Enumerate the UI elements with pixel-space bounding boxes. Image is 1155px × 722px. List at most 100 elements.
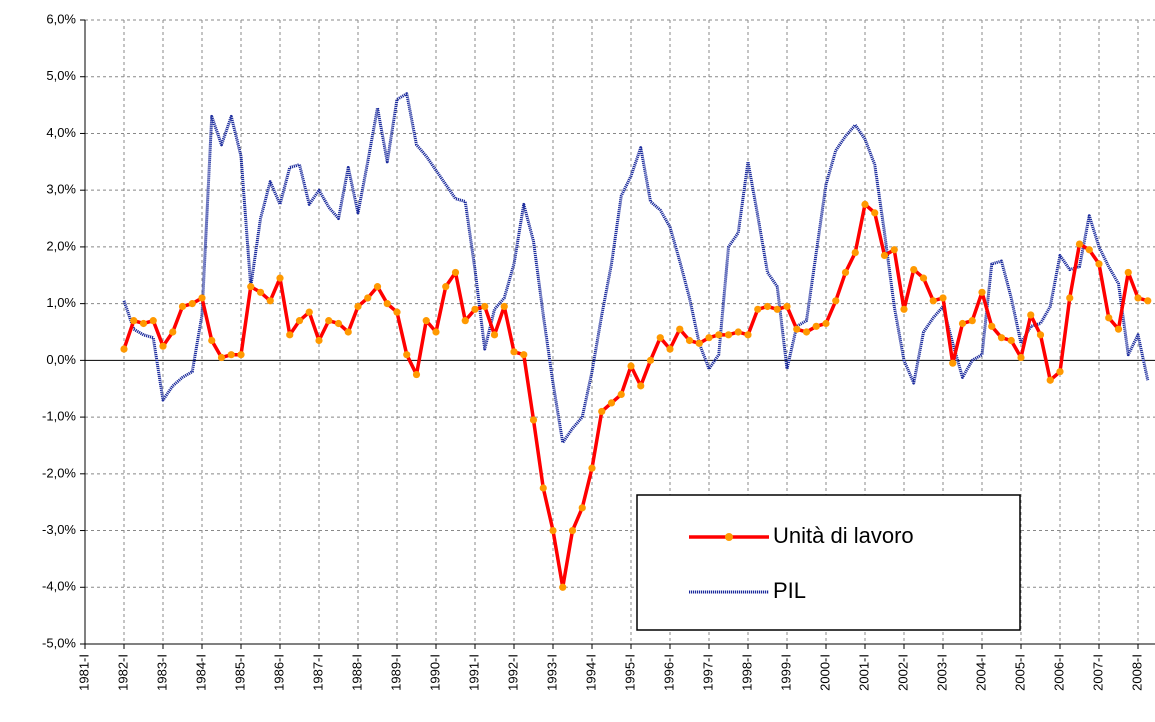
data-point — [412, 370, 421, 379]
data-point — [159, 342, 167, 350]
data-point — [1007, 336, 1015, 345]
data-point — [861, 200, 869, 208]
data-point — [734, 328, 742, 336]
y-tick-label: 6,0% — [46, 11, 76, 26]
data-point — [812, 322, 820, 330]
x-tick-label: 1995-I — [622, 654, 637, 691]
data-point — [315, 336, 323, 345]
data-point — [247, 283, 255, 291]
data-point — [715, 331, 723, 339]
data-point — [1046, 376, 1054, 384]
data-point — [763, 302, 772, 311]
data-point — [1134, 294, 1142, 302]
x-tick-label: 1990-I — [427, 654, 442, 691]
data-point — [968, 317, 976, 325]
data-point — [1105, 314, 1113, 322]
data-point — [490, 331, 499, 339]
y-tick-label: -1,0% — [42, 409, 76, 424]
data-point — [588, 464, 596, 472]
data-point — [334, 319, 343, 328]
x-tick-label: 1996-I — [661, 654, 676, 691]
data-point — [364, 294, 372, 302]
data-point — [656, 334, 664, 342]
x-tick-label: 1994-I — [583, 654, 598, 691]
data-point — [169, 328, 177, 336]
x-tick-label: 1982-I — [115, 654, 130, 691]
x-tick-label: 2001-I — [856, 654, 871, 691]
data-point — [958, 319, 967, 328]
data-point — [1036, 331, 1045, 339]
data-point — [890, 246, 898, 254]
data-point — [568, 526, 577, 535]
y-tick-label: -5,0% — [42, 635, 76, 650]
x-tick-label: 2003-I — [934, 654, 949, 691]
data-point — [988, 322, 996, 330]
data-point — [305, 308, 313, 316]
y-tick-label: 2,0% — [46, 238, 76, 253]
data-point — [919, 274, 928, 282]
data-point — [393, 308, 401, 316]
x-tick-label: 1989-I — [388, 654, 403, 691]
data-point — [1095, 260, 1103, 268]
data-point — [354, 302, 362, 311]
x-tick-label: 1988-I — [349, 654, 364, 691]
data-point — [442, 283, 450, 291]
data-point — [295, 317, 304, 325]
data-point — [276, 274, 284, 282]
data-point — [773, 305, 781, 313]
data-point — [1066, 294, 1074, 302]
data-point — [227, 351, 235, 359]
data-point — [529, 416, 538, 424]
x-tick-label: 1984-I — [193, 654, 208, 691]
data-point — [500, 302, 508, 311]
data-point — [217, 353, 226, 362]
data-point — [832, 297, 840, 305]
x-tick-label: 2005-I — [1012, 654, 1027, 691]
x-tick-label: 2002-I — [895, 654, 910, 691]
y-tick-label: 1,0% — [46, 295, 76, 310]
data-point — [520, 351, 528, 359]
x-tick-label: 1987-I — [310, 654, 325, 691]
data-point — [481, 302, 489, 311]
data-point — [578, 504, 586, 512]
data-point — [744, 331, 752, 339]
data-point — [997, 334, 1006, 342]
data-point — [871, 209, 879, 217]
data-point — [120, 345, 128, 353]
series-line — [122, 202, 1149, 590]
data-point — [559, 583, 567, 591]
data-point — [939, 294, 947, 302]
data-point — [1017, 353, 1025, 362]
data-point — [783, 302, 791, 311]
x-tick-label: 2004-I — [973, 654, 988, 691]
data-point — [822, 319, 830, 328]
x-tick-label: 1997-I — [700, 654, 715, 691]
x-tick-label: 1986-I — [271, 654, 286, 691]
legend-box — [636, 494, 1021, 631]
data-point — [724, 331, 733, 339]
data-point — [383, 300, 391, 308]
data-point — [929, 297, 937, 305]
x-tick-label: 2007-I — [1090, 654, 1105, 691]
data-point — [1114, 325, 1123, 333]
data-point — [403, 351, 411, 359]
data-point — [130, 317, 138, 325]
data-point — [617, 390, 625, 398]
data-point — [910, 266, 918, 274]
data-point — [549, 526, 557, 535]
x-tick-label: 1981-I — [76, 654, 91, 691]
data-point — [178, 302, 187, 311]
data-point — [325, 317, 333, 325]
data-point — [422, 317, 430, 325]
y-tick-label: -4,0% — [42, 579, 76, 594]
x-tick-label: 2006-I — [1051, 654, 1066, 691]
x-tick-label: 1998-I — [739, 654, 754, 691]
x-tick-label: 1983-I — [154, 654, 169, 691]
data-point — [471, 305, 479, 313]
data-point — [237, 351, 245, 359]
data-point — [510, 348, 518, 356]
y-tick-label: 3,0% — [46, 182, 76, 197]
data-point — [900, 305, 908, 313]
data-point — [286, 331, 294, 339]
